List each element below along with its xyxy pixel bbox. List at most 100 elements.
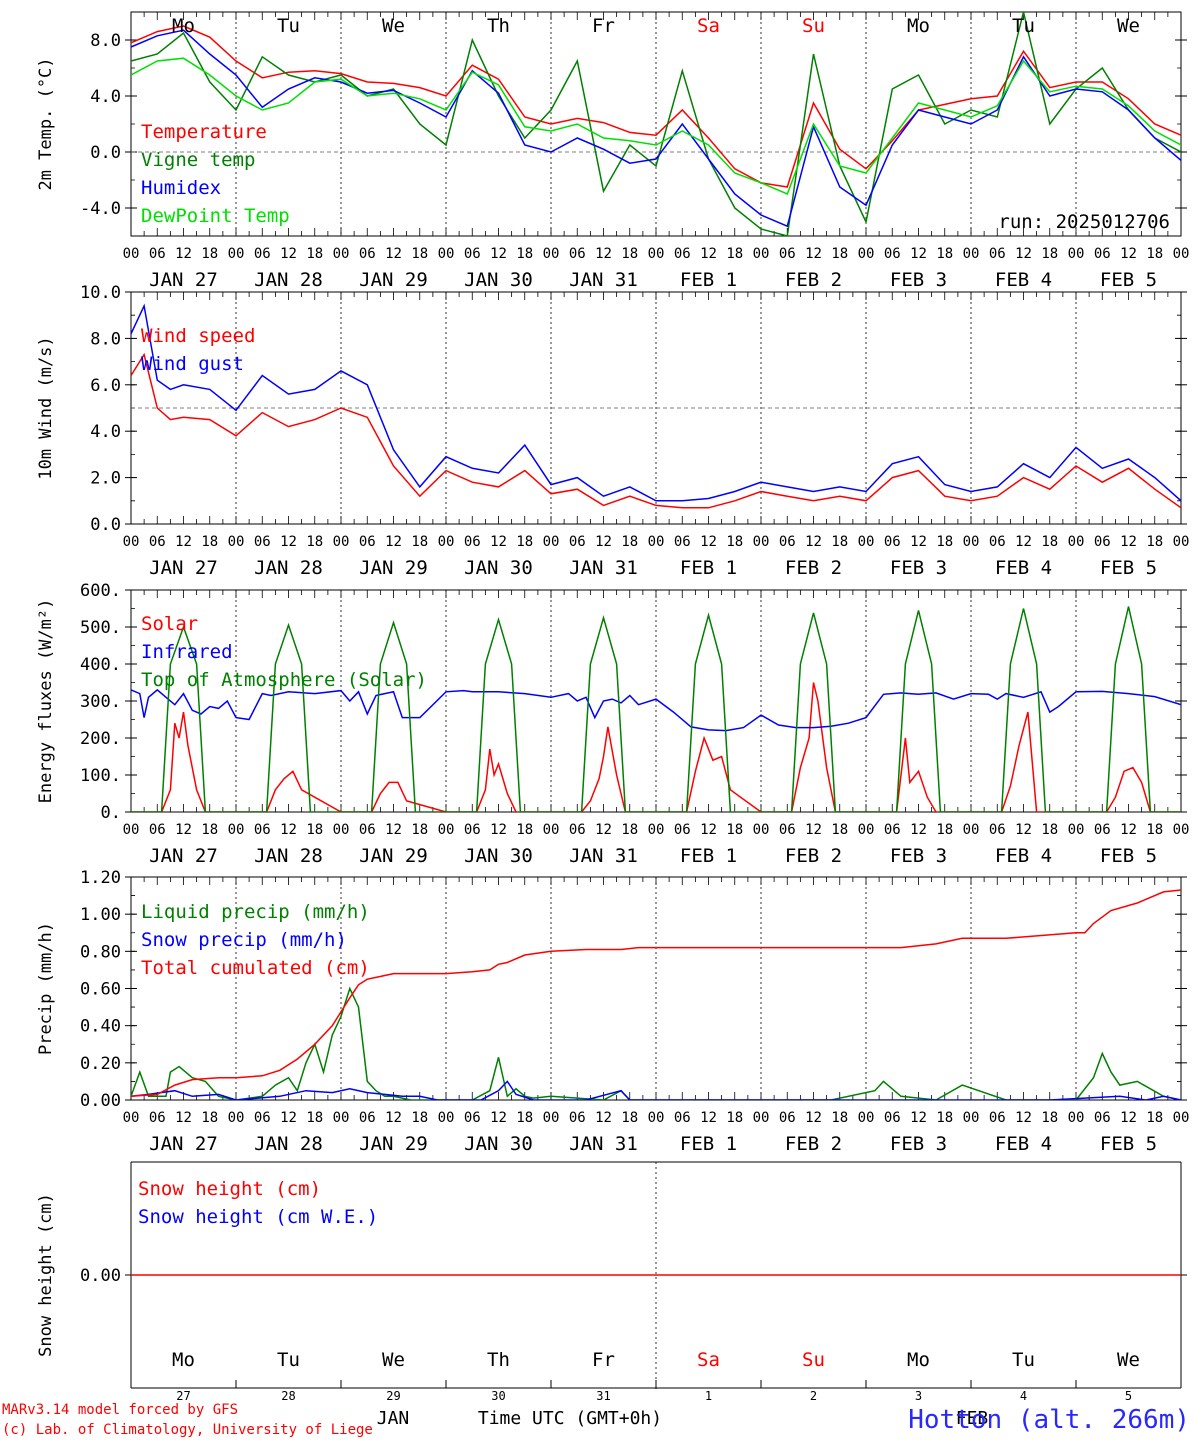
hour-tick-label: 00	[1068, 534, 1085, 550]
y-tick-label: 4.0	[90, 87, 121, 107]
hour-tick-label: 12	[490, 822, 507, 838]
y-minor-ticks	[131, 291, 1181, 525]
hour-tick-label: 00	[123, 246, 140, 262]
hour-tick-label: 06	[1094, 246, 1111, 262]
hour-tick-label: 00	[963, 822, 980, 838]
weekday-label: Tu	[1012, 15, 1035, 37]
x-minor-ticks	[130, 12, 1182, 236]
hour-tick-label: 18	[1041, 1110, 1058, 1126]
hour-tick-label: 06	[464, 822, 481, 838]
y-minor-ticks	[131, 876, 1181, 1101]
hour-tick-label: 18	[936, 534, 953, 550]
date-label: FEB 2	[785, 1133, 842, 1155]
hour-tick-label: 06	[254, 1110, 271, 1126]
hour-tick-label: 12	[175, 1110, 192, 1126]
hour-tick-label: 18	[621, 1110, 638, 1126]
hour-tick-label: 00	[543, 246, 560, 262]
date-label: FEB 3	[890, 557, 947, 579]
y-tick-label: 8.0	[90, 31, 121, 51]
hour-tick-label: 12	[910, 1110, 927, 1126]
date-label: FEB 4	[995, 1133, 1052, 1155]
y-tick-label: 300.	[80, 692, 121, 712]
hour-tick-label: 06	[989, 534, 1006, 550]
hour-tick-label: 18	[936, 246, 953, 262]
hour-tick-label: 12	[595, 534, 612, 550]
hour-tick-label: 06	[989, 1110, 1006, 1126]
hour-tick-label: 12	[280, 534, 297, 550]
hour-tick-label: 18	[516, 822, 533, 838]
hour-tick-label: 06	[464, 1110, 481, 1126]
date-label: JAN 30	[464, 269, 533, 291]
bottom-weekday-label: Fr	[592, 1349, 615, 1371]
bottom-weekday-label: Tu	[277, 1349, 300, 1371]
bottom-day-number: 28	[281, 1389, 295, 1403]
hour-tick-label: 12	[385, 822, 402, 838]
hour-tick-label: 18	[1041, 822, 1058, 838]
weekday-label: Th	[487, 15, 510, 37]
date-label: FEB 2	[785, 845, 842, 867]
bottom-weekday-label: We	[382, 1349, 405, 1371]
bottom-day-number: 4	[1020, 1389, 1027, 1403]
date-label: FEB 4	[995, 557, 1052, 579]
date-label: FEB 4	[995, 845, 1052, 867]
y-axis-label: Precip (mm/h)	[36, 922, 56, 1055]
hour-tick-label: 18	[516, 1110, 533, 1126]
hour-tick-label: 12	[1120, 534, 1137, 550]
hour-tick-label: 00	[1068, 246, 1085, 262]
hour-tick-label: 00	[753, 1110, 770, 1126]
date-label: FEB 1	[680, 269, 737, 291]
legend-entry: Liquid precip (mm/h)	[141, 901, 370, 923]
hour-tick-label: 06	[674, 534, 691, 550]
date-label: JAN 30	[464, 557, 533, 579]
chart-panel-4: 0.00 0.20 0.40 0.60 0.80 1.00 1.20 Precip (mm/h…	[36, 868, 1189, 1155]
series-line-total-cumulated-cm-	[131, 889, 1181, 1098]
legend-entry: Wind speed	[141, 325, 255, 347]
series-line-solar	[131, 682, 1181, 812]
hour-tick-label: 12	[280, 246, 297, 262]
y-axis-label: Energy fluxes (W/m²)	[36, 599, 56, 804]
hour-tick-label: 00	[438, 1110, 455, 1126]
hour-tick-label: 12	[700, 534, 717, 550]
x-minor-ticks	[130, 292, 1182, 524]
hour-tick-label: 00	[543, 822, 560, 838]
hour-tick-label: 18	[516, 246, 533, 262]
hour-tick-label: 18	[306, 534, 323, 550]
hour-tick-label: 18	[726, 534, 743, 550]
bottom-weekday-label: Tu	[1012, 1349, 1035, 1371]
hour-tick-label: 00	[858, 1110, 875, 1126]
hour-tick-label: 18	[516, 534, 533, 550]
hour-tick-label: 12	[805, 534, 822, 550]
legend-entry: Solar	[141, 613, 198, 635]
bottom-weekday-label: Mo	[172, 1349, 195, 1371]
series-line-infrared	[131, 688, 1181, 732]
date-label: FEB 3	[890, 269, 947, 291]
hour-tick-label: 06	[1094, 1110, 1111, 1126]
hour-tick-label: 12	[1120, 822, 1137, 838]
date-label: JAN 30	[464, 1133, 533, 1155]
hour-tick-label: 06	[254, 822, 271, 838]
date-label: FEB 4	[995, 269, 1052, 291]
date-label: FEB 1	[680, 845, 737, 867]
bottom-weekday-label: We	[1117, 1349, 1140, 1371]
hour-tick-label: 18	[831, 534, 848, 550]
bottom-day-number: 31	[596, 1389, 610, 1403]
date-label: FEB 2	[785, 557, 842, 579]
hour-tick-label: 00	[858, 534, 875, 550]
hour-tick-label: 12	[1015, 1110, 1032, 1126]
y-tick-label: 0.80	[80, 942, 121, 962]
hour-tick-label: 00	[1173, 822, 1190, 838]
date-label: JAN 31	[569, 557, 638, 579]
y-tick-label: 0.	[101, 803, 121, 823]
hour-tick-label: 06	[884, 1110, 901, 1126]
series-line-wind-speed	[131, 352, 1181, 509]
hour-tick-label: 12	[700, 822, 717, 838]
y-tick-label: 100.	[80, 766, 121, 786]
hour-tick-label: 12	[490, 1110, 507, 1126]
legend-entry: Top of Atmosphere (Solar)	[141, 669, 427, 691]
legend-entry: Vigne temp	[141, 149, 255, 171]
bottom-day-number: 5	[1125, 1389, 1132, 1403]
date-label: JAN 29	[359, 845, 428, 867]
hour-tick-label: 18	[936, 1110, 953, 1126]
hour-tick-label: 06	[254, 534, 271, 550]
hour-tick-label: 00	[963, 246, 980, 262]
